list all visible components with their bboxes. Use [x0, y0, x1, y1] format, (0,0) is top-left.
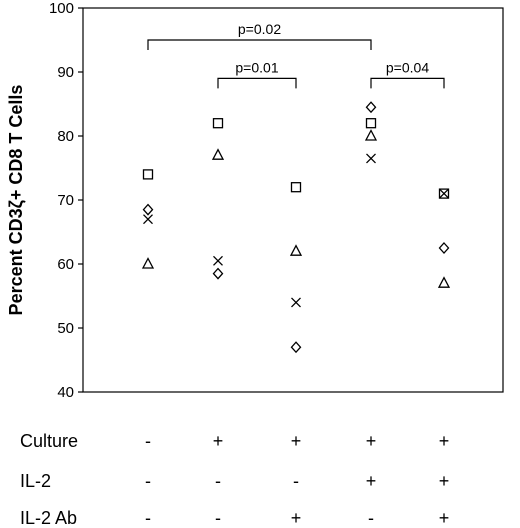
triangle-marker [289, 244, 303, 256]
triangle-marker [364, 129, 378, 141]
y-tick-label: 80 [57, 128, 74, 145]
significance-bracket [217, 77, 297, 89]
diamond-marker [212, 267, 224, 280]
p-value-label: p=0.01 [235, 59, 278, 75]
data-points [141, 101, 451, 354]
diamond-marker [365, 101, 377, 114]
condition-sign: + [439, 471, 450, 491]
significance-bracket [370, 77, 445, 89]
significance-brackets: p=0.02 p=0.01 p=0.04 [147, 21, 445, 89]
y-axis-label: Percent CD3ζ+ CD8 T Cells [6, 85, 27, 316]
square-marker [438, 188, 450, 199]
x-marker [291, 297, 301, 308]
significance-bracket [147, 39, 372, 50]
condition-sign: - [293, 471, 299, 491]
x-marker [366, 153, 376, 164]
y-tick-label: 60 [57, 256, 74, 273]
condition-sign: - [215, 471, 221, 491]
x-marker [213, 255, 223, 266]
x-marker [439, 188, 449, 199]
condition-sign: + [366, 471, 377, 491]
condition-label: Culture [20, 431, 78, 451]
condition-sign: + [291, 508, 302, 528]
condition-sign: + [291, 431, 302, 451]
condition-sign: + [439, 431, 450, 451]
condition-sign: + [213, 431, 224, 451]
diamond-marker [438, 242, 450, 254]
x-marker [143, 214, 153, 225]
y-tick-label: 70 [57, 192, 74, 209]
condition-sign: - [145, 508, 151, 528]
y-tick-label: 50 [57, 320, 74, 337]
condition-sign: - [368, 508, 374, 528]
condition-sign: - [145, 471, 151, 491]
condition-label: IL-2 Ab [20, 508, 77, 528]
diamond-marker [290, 341, 302, 354]
plot-area [82, 7, 504, 393]
condition-sign: + [439, 508, 450, 528]
p-value-label: p=0.04 [386, 59, 429, 75]
diamond-marker [142, 203, 154, 216]
condition-sign: - [215, 508, 221, 528]
y-tick-label: 100 [49, 0, 74, 17]
condition-label: IL-2 [20, 471, 51, 491]
square-marker [365, 118, 377, 129]
condition-sign: - [145, 431, 151, 451]
triangle-marker [211, 148, 225, 160]
square-marker [290, 182, 302, 193]
condition-sign: + [366, 431, 377, 451]
p-value-label: p=0.02 [238, 21, 281, 37]
y-axis-ticks: 40 50 60 70 80 90 100 [49, 0, 83, 401]
y-tick-label: 90 [57, 64, 74, 81]
triangle-marker [141, 257, 155, 269]
triangle-marker [437, 276, 451, 288]
y-tick-label: 40 [57, 384, 74, 401]
condition-table: Culture - + + + + IL-2 - - - + + IL-2 Ab - - + - + [20, 431, 449, 528]
square-marker [142, 169, 154, 180]
square-marker [212, 118, 224, 129]
